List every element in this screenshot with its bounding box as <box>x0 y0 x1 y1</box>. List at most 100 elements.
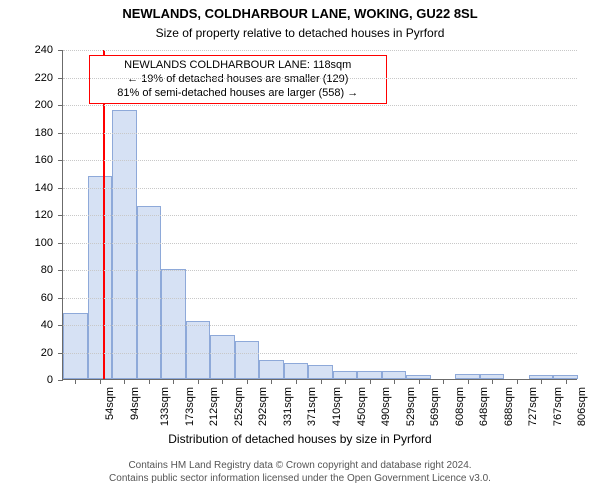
gridline <box>63 270 577 271</box>
xtick-mark <box>443 379 444 384</box>
ytick-mark <box>58 133 63 134</box>
ytick-mark <box>58 215 63 216</box>
xtick-label: 54sqm <box>104 387 116 420</box>
ytick-mark <box>58 243 63 244</box>
xtick-mark <box>345 379 346 384</box>
histogram-bar <box>284 363 309 380</box>
xtick-mark <box>100 379 101 384</box>
ytick-label: 40 <box>41 319 53 331</box>
xtick-mark <box>517 379 518 384</box>
ytick-mark <box>58 160 63 161</box>
ytick-label: 220 <box>35 72 53 84</box>
plot-area: NEWLANDS COLDHARBOUR LANE: 118sqm ← 19% … <box>62 50 577 380</box>
ytick-label: 160 <box>35 154 53 166</box>
ytick-mark <box>58 50 63 51</box>
histogram-bar <box>235 341 260 380</box>
xtick-label: 450sqm <box>356 387 368 426</box>
ytick-label: 240 <box>35 44 53 56</box>
chart-subtitle: Size of property relative to detached ho… <box>0 26 600 40</box>
ytick-mark <box>58 270 63 271</box>
chart-title: NEWLANDS, COLDHARBOUR LANE, WOKING, GU22… <box>0 6 600 21</box>
annotation-line-1: NEWLANDS COLDHARBOUR LANE: 118sqm <box>96 59 380 73</box>
ytick-mark <box>58 188 63 189</box>
histogram-bar <box>333 371 358 379</box>
histogram-bar <box>210 335 235 379</box>
xtick-label: 490sqm <box>380 387 392 426</box>
xtick-label: 608sqm <box>454 387 466 426</box>
histogram-bar <box>63 313 88 379</box>
xtick-label: 252sqm <box>233 387 245 426</box>
xtick-mark <box>492 379 493 384</box>
xtick-label: 410sqm <box>331 387 343 426</box>
xtick-label: 569sqm <box>429 387 441 426</box>
xtick-mark <box>198 379 199 384</box>
xtick-mark <box>419 379 420 384</box>
chart-footer: Contains HM Land Registry data © Crown c… <box>0 460 600 485</box>
xtick-mark <box>271 379 272 384</box>
gridline <box>63 50 577 51</box>
gridline <box>63 188 577 189</box>
xtick-label: 727sqm <box>527 387 539 426</box>
xtick-label: 688sqm <box>503 387 515 426</box>
x-axis-label: Distribution of detached houses by size … <box>0 432 600 446</box>
xtick-mark <box>468 379 469 384</box>
gridline <box>63 160 577 161</box>
histogram-bar <box>308 365 333 379</box>
xtick-label: 371sqm <box>307 387 319 426</box>
ytick-mark <box>58 380 63 381</box>
histogram-bar <box>112 110 137 380</box>
ytick-mark <box>58 105 63 106</box>
ytick-label: 100 <box>35 237 53 249</box>
property-size-histogram: NEWLANDS, COLDHARBOUR LANE, WOKING, GU22… <box>0 0 600 500</box>
xtick-mark <box>394 379 395 384</box>
footer-line-1: Contains HM Land Registry data © Crown c… <box>0 460 600 473</box>
xtick-label: 94sqm <box>129 387 141 420</box>
gridline <box>63 353 577 354</box>
histogram-bar <box>357 371 382 379</box>
gridline <box>63 243 577 244</box>
gridline <box>63 215 577 216</box>
xtick-mark <box>321 379 322 384</box>
ytick-label: 0 <box>47 374 53 386</box>
footer-line-2: Contains public sector information licen… <box>0 473 600 486</box>
ytick-label: 20 <box>41 347 53 359</box>
ytick-mark <box>58 78 63 79</box>
gridline <box>63 325 577 326</box>
xtick-mark <box>247 379 248 384</box>
annotation-line-2: ← 19% of detached houses are smaller (12… <box>96 73 380 87</box>
ytick-label: 80 <box>41 264 53 276</box>
histogram-bar <box>382 371 407 379</box>
annotation-line-3: 81% of semi-detached houses are larger (… <box>96 87 380 101</box>
xtick-mark <box>296 379 297 384</box>
xtick-mark <box>541 379 542 384</box>
ytick-label: 140 <box>35 182 53 194</box>
xtick-label: 529sqm <box>405 387 417 426</box>
annotation-box: NEWLANDS COLDHARBOUR LANE: 118sqm ← 19% … <box>89 55 387 104</box>
gridline <box>63 133 577 134</box>
xtick-label: 292sqm <box>258 387 270 426</box>
xtick-label: 133sqm <box>159 387 171 426</box>
histogram-bar <box>259 360 284 379</box>
ytick-label: 120 <box>35 209 53 221</box>
gridline <box>63 298 577 299</box>
ytick-label: 60 <box>41 292 53 304</box>
xtick-mark <box>566 379 567 384</box>
xtick-mark <box>124 379 125 384</box>
histogram-bar <box>186 321 211 379</box>
gridline <box>63 105 577 106</box>
xtick-label: 806sqm <box>576 387 588 426</box>
gridline <box>63 78 577 79</box>
xtick-mark <box>75 379 76 384</box>
xtick-label: 212sqm <box>208 387 220 426</box>
xtick-label: 173sqm <box>184 387 196 426</box>
xtick-mark <box>173 379 174 384</box>
xtick-mark <box>370 379 371 384</box>
histogram-bar <box>88 176 113 380</box>
histogram-bar <box>161 269 186 379</box>
ytick-label: 180 <box>35 127 53 139</box>
xtick-label: 767sqm <box>552 387 564 426</box>
xtick-mark <box>222 379 223 384</box>
xtick-mark <box>149 379 150 384</box>
xtick-label: 648sqm <box>478 387 490 426</box>
xtick-label: 331sqm <box>282 387 294 426</box>
